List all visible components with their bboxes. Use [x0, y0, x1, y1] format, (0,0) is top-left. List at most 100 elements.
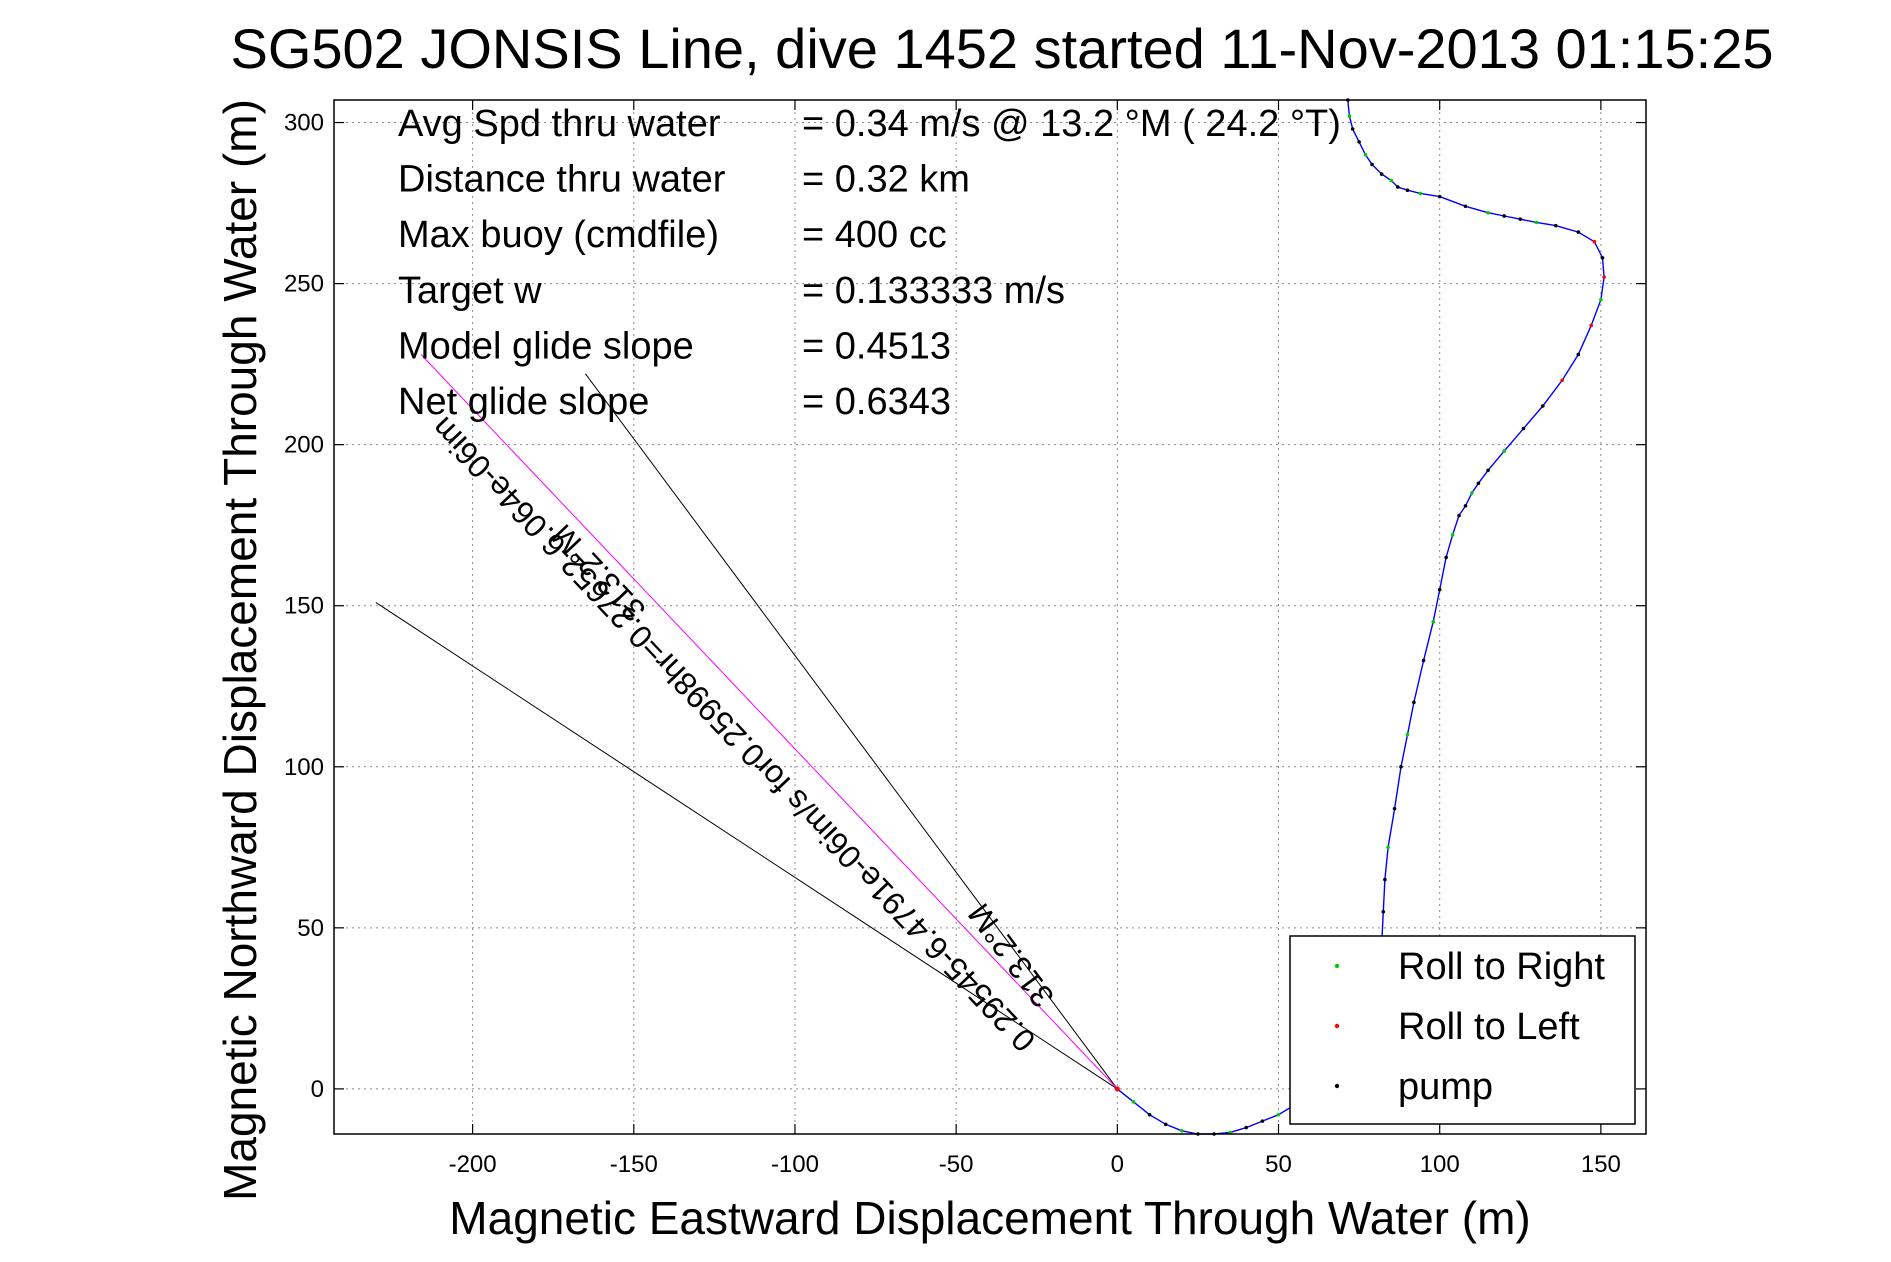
data-point: [1395, 185, 1400, 189]
x-tick-label: -150: [610, 1151, 658, 1178]
info-value: = 0.133333 m/s: [802, 270, 1065, 312]
data-point: [1421, 658, 1426, 663]
legend-label: pump: [1398, 1066, 1493, 1108]
data-point: [1589, 323, 1593, 328]
info-label: Max buoy (cmdfile): [398, 214, 719, 256]
info-label: Target w: [398, 270, 542, 312]
reference-line: [585, 373, 1118, 1090]
reference-line: [375, 602, 1118, 1090]
legend-label: Roll to Right: [1398, 946, 1605, 988]
legend-marker: [1334, 1023, 1340, 1029]
x-tick-label: 150: [1581, 1151, 1621, 1178]
data-point: [1412, 700, 1416, 705]
info-value: = 0.34 m/s @ 13.2 °M ( 24.2 °T): [802, 103, 1341, 145]
data-point: [1602, 275, 1606, 279]
data-point: [1502, 449, 1506, 453]
legend-marker: [1334, 1083, 1340, 1089]
data-point: [1389, 178, 1394, 183]
x-tick-label: 100: [1420, 1151, 1460, 1178]
data-point: [1463, 504, 1468, 508]
info-label: Distance thru water: [398, 159, 726, 201]
data-point: [1560, 378, 1564, 383]
y-tick-label: 200: [284, 432, 324, 459]
info-value: = 0.32 km: [802, 159, 970, 201]
data-point: [1576, 230, 1581, 234]
data-point: [1386, 845, 1390, 850]
data-point: [1592, 239, 1597, 244]
data-point: [1131, 1099, 1136, 1104]
data-point: [1486, 210, 1490, 215]
data-point: [1437, 587, 1442, 592]
data-point: [1399, 764, 1403, 769]
data-point: [1470, 491, 1474, 495]
y-tick-label: 100: [284, 754, 324, 781]
data-point: [1444, 555, 1448, 560]
data-point: [1518, 217, 1523, 221]
data-point: [1600, 256, 1605, 260]
plot-frame: [333, 99, 1647, 1135]
y-tick-label: 300: [284, 110, 324, 137]
info-label: Net glide slope: [398, 381, 649, 423]
data-point: [1357, 140, 1361, 144]
y-tick-label: 0: [311, 1076, 324, 1103]
data-point: [1576, 352, 1581, 357]
data-point: [1405, 188, 1410, 192]
chart-title: SG502 JONSIS Line, dive 1452 started 11-…: [230, 17, 1773, 80]
x-tick-label: 0: [1111, 1151, 1124, 1178]
data-point: [1383, 877, 1387, 882]
info-label: Avg Spd thru water: [398, 103, 721, 145]
data-point: [1363, 152, 1368, 157]
info-value: = 0.4513: [802, 325, 951, 367]
data-point: [1276, 1112, 1281, 1117]
x-tick-label: -50: [939, 1151, 974, 1178]
legend-box: [1289, 935, 1636, 1125]
data-point: [1147, 1112, 1152, 1117]
y-tick-label: 250: [284, 271, 324, 298]
data-point: [1599, 297, 1603, 302]
y-ticks: 0 50 100 150 200 250 300: [284, 110, 1646, 1103]
data-point: [1392, 806, 1397, 811]
series-line: [420, 354, 1118, 1090]
data-point: [1381, 909, 1386, 914]
info-value: = 0.6343: [802, 381, 951, 423]
data-point: [1418, 191, 1423, 196]
reference-lines: [375, 373, 1118, 1090]
data-point: [1534, 220, 1539, 225]
y-tick-label: 150: [284, 593, 324, 620]
x-tick-label: 50: [1265, 1151, 1292, 1178]
legend-marker: [1334, 963, 1340, 969]
data-point: [1405, 732, 1410, 737]
data-point: [1347, 114, 1352, 118]
data-point: [1457, 513, 1461, 518]
data-point: [1541, 404, 1545, 408]
data-point: [1553, 223, 1558, 228]
data-point: [1370, 162, 1374, 167]
data-point: [1486, 468, 1490, 473]
data-point: [1463, 204, 1468, 209]
x-ticks: -200 -150 -100 -50 0 50 100 150: [449, 100, 1621, 1178]
y-axis-label: Magnetic Northward Displacement Through …: [214, 99, 266, 1201]
y-tick-label: 50: [297, 915, 324, 942]
x-tick-label: -200: [449, 1151, 497, 1178]
data-point: [1260, 1119, 1265, 1123]
data-point: [1180, 1128, 1184, 1133]
data-point: [1502, 214, 1506, 218]
info-block: Avg Spd thru water = 0.34 m/s @ 13.2 °M (…: [398, 103, 1341, 423]
origin-point: [1114, 1086, 1120, 1092]
x-axis-label: Magnetic Eastward Displacement Through W…: [449, 1192, 1530, 1244]
data-point: [1379, 172, 1384, 176]
info-value: = 400 cc: [802, 214, 947, 256]
x-tick-label: -100: [771, 1151, 819, 1178]
data-point: [1450, 533, 1455, 537]
data-point: [1431, 620, 1436, 624]
data-point: [1521, 426, 1526, 431]
data-point: [1350, 127, 1355, 131]
legend: Roll to Right Roll to Left pump: [1289, 935, 1636, 1125]
data-point: [1163, 1122, 1168, 1127]
data-point: [1437, 194, 1442, 199]
info-label: Model glide slope: [398, 325, 694, 367]
legend-label: Roll to Left: [1398, 1006, 1580, 1048]
data-point: [1244, 1125, 1249, 1130]
data-point: [1476, 481, 1481, 486]
